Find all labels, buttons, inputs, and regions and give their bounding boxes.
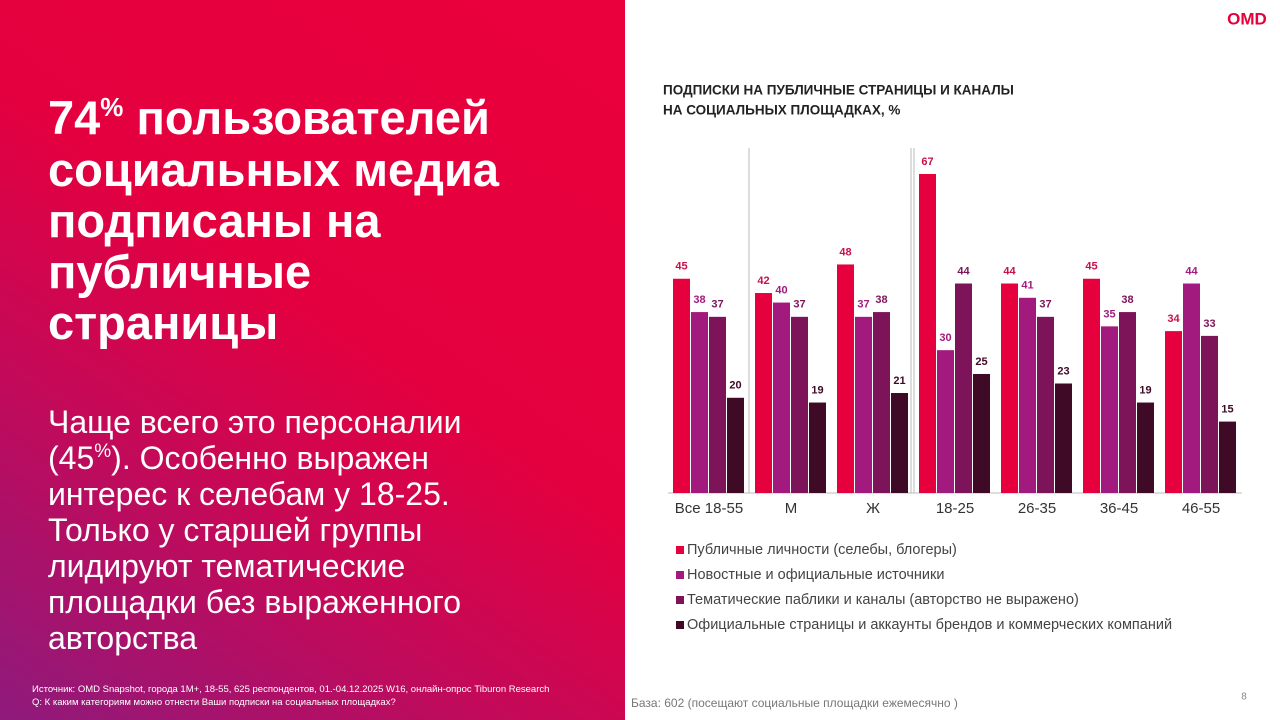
footnote: Q: К каким категориям можно отнести Ваши…	[32, 697, 396, 708]
bar	[673, 278, 690, 493]
data-label: 41	[1021, 280, 1033, 292]
data-label: 67	[921, 156, 933, 168]
x-tick-label: Все 18-55	[675, 500, 743, 517]
legend-swatch	[676, 546, 684, 554]
x-tick-label: 46-55	[1182, 500, 1220, 517]
body-text: (45	[48, 440, 95, 476]
bar	[1083, 278, 1100, 493]
body-line: интерес к селебам у 18-25.	[48, 476, 450, 512]
headline-line: страницы	[48, 296, 279, 349]
body-line: Чаще всего это персоналии	[48, 404, 462, 440]
data-label: 23	[1057, 365, 1069, 377]
bar	[891, 393, 908, 493]
legend-swatch	[676, 596, 684, 604]
data-label: 38	[693, 294, 705, 306]
body-line: (45%). Особенно выражен	[48, 440, 429, 476]
legend-label: Новостные и официальные источники	[687, 567, 944, 583]
data-label: 25	[975, 356, 987, 368]
bar	[727, 397, 744, 493]
bar	[1001, 283, 1018, 493]
data-label: 19	[811, 384, 823, 396]
bar	[709, 316, 726, 493]
bar	[691, 312, 708, 493]
data-label: 30	[939, 332, 951, 344]
bar	[1037, 316, 1054, 493]
data-label: 21	[893, 375, 905, 387]
data-label: 42	[757, 275, 769, 287]
bar	[755, 293, 772, 493]
legend-label: Публичные личности (селебы, блогеры)	[687, 542, 957, 558]
data-label: 20	[729, 380, 741, 392]
bar	[791, 316, 808, 493]
logo: OMD	[1227, 9, 1267, 28]
legend-swatch	[676, 571, 684, 579]
x-tick-label: 26-35	[1018, 500, 1056, 517]
headline-text: пользователей	[136, 91, 490, 144]
bar	[873, 312, 890, 493]
x-tick-label: Ж	[866, 500, 880, 517]
bar	[973, 373, 990, 493]
headline-unit: %	[100, 92, 124, 122]
data-label: 35	[1103, 308, 1115, 320]
body-line: авторства	[48, 620, 198, 656]
page-number: 8	[1241, 692, 1247, 703]
bar	[1165, 331, 1182, 493]
bar	[1055, 383, 1072, 493]
data-label: 37	[857, 299, 869, 311]
data-label: 34	[1167, 313, 1180, 325]
body-line: лидируют тематические	[48, 548, 406, 584]
chart-title: ПОДПИСКИ НА ПУБЛИЧНЫЕ СТРАНИЦЫ И КАНАЛЫ	[663, 83, 1014, 98]
data-label: 45	[675, 261, 687, 273]
data-label: 37	[711, 299, 723, 311]
data-label: 15	[1221, 403, 1233, 415]
data-label: 33	[1203, 318, 1215, 330]
bar	[1019, 297, 1036, 493]
left-panel: 74% пользователей социальных медиа подпи…	[0, 0, 625, 720]
x-tick-label: 18-25	[936, 500, 974, 517]
data-label: 40	[775, 284, 787, 296]
bar	[855, 316, 872, 493]
legend-label: Тематические паблики и каналы (авторство…	[687, 592, 1079, 608]
bar	[1137, 402, 1154, 493]
bar	[809, 402, 826, 493]
data-label: 44	[1003, 265, 1016, 277]
bar	[955, 283, 972, 493]
data-label: 48	[839, 246, 851, 258]
bar	[1183, 283, 1200, 493]
bar	[937, 350, 954, 493]
bar	[773, 302, 790, 493]
bar	[1101, 326, 1118, 493]
data-label: 44	[957, 265, 970, 277]
data-label: 19	[1139, 384, 1151, 396]
footnote: Источник: OMD Snapshot, города 1М+, 18-5…	[32, 684, 550, 695]
data-label: 38	[875, 294, 887, 306]
data-label: 38	[1121, 294, 1133, 306]
headline-line: подписаны на	[48, 194, 381, 247]
data-label: 44	[1185, 265, 1198, 277]
base-note: База: 602 (посещают социальные площадки …	[631, 696, 958, 710]
bar	[1201, 335, 1218, 493]
body-unit: %	[94, 441, 112, 462]
body-line: площадки без выраженного	[48, 584, 462, 620]
bar	[837, 264, 854, 493]
body-text: ). Особенно выражен	[111, 440, 429, 476]
legend-swatch	[676, 621, 684, 629]
bar	[1119, 312, 1136, 493]
data-label: 37	[1039, 299, 1051, 311]
bar	[919, 174, 936, 493]
data-label: 45	[1085, 261, 1097, 273]
legend-label: Официальные страницы и аккаунты брендов …	[687, 617, 1172, 633]
body-line: Только у старшей группы	[48, 512, 423, 548]
chart-title: НА СОЦИАЛЬНЫХ ПЛОЩАДКАХ, %	[663, 103, 900, 118]
headline-line: публичные	[48, 245, 312, 298]
bar	[1219, 421, 1236, 493]
x-tick-label: 36-45	[1100, 500, 1138, 517]
x-tick-label: М	[785, 500, 798, 517]
headline-line: 74% пользователей	[48, 92, 490, 143]
data-label: 37	[793, 299, 805, 311]
headline-line: социальных медиа	[48, 143, 500, 196]
headline-number: 74	[48, 91, 101, 144]
